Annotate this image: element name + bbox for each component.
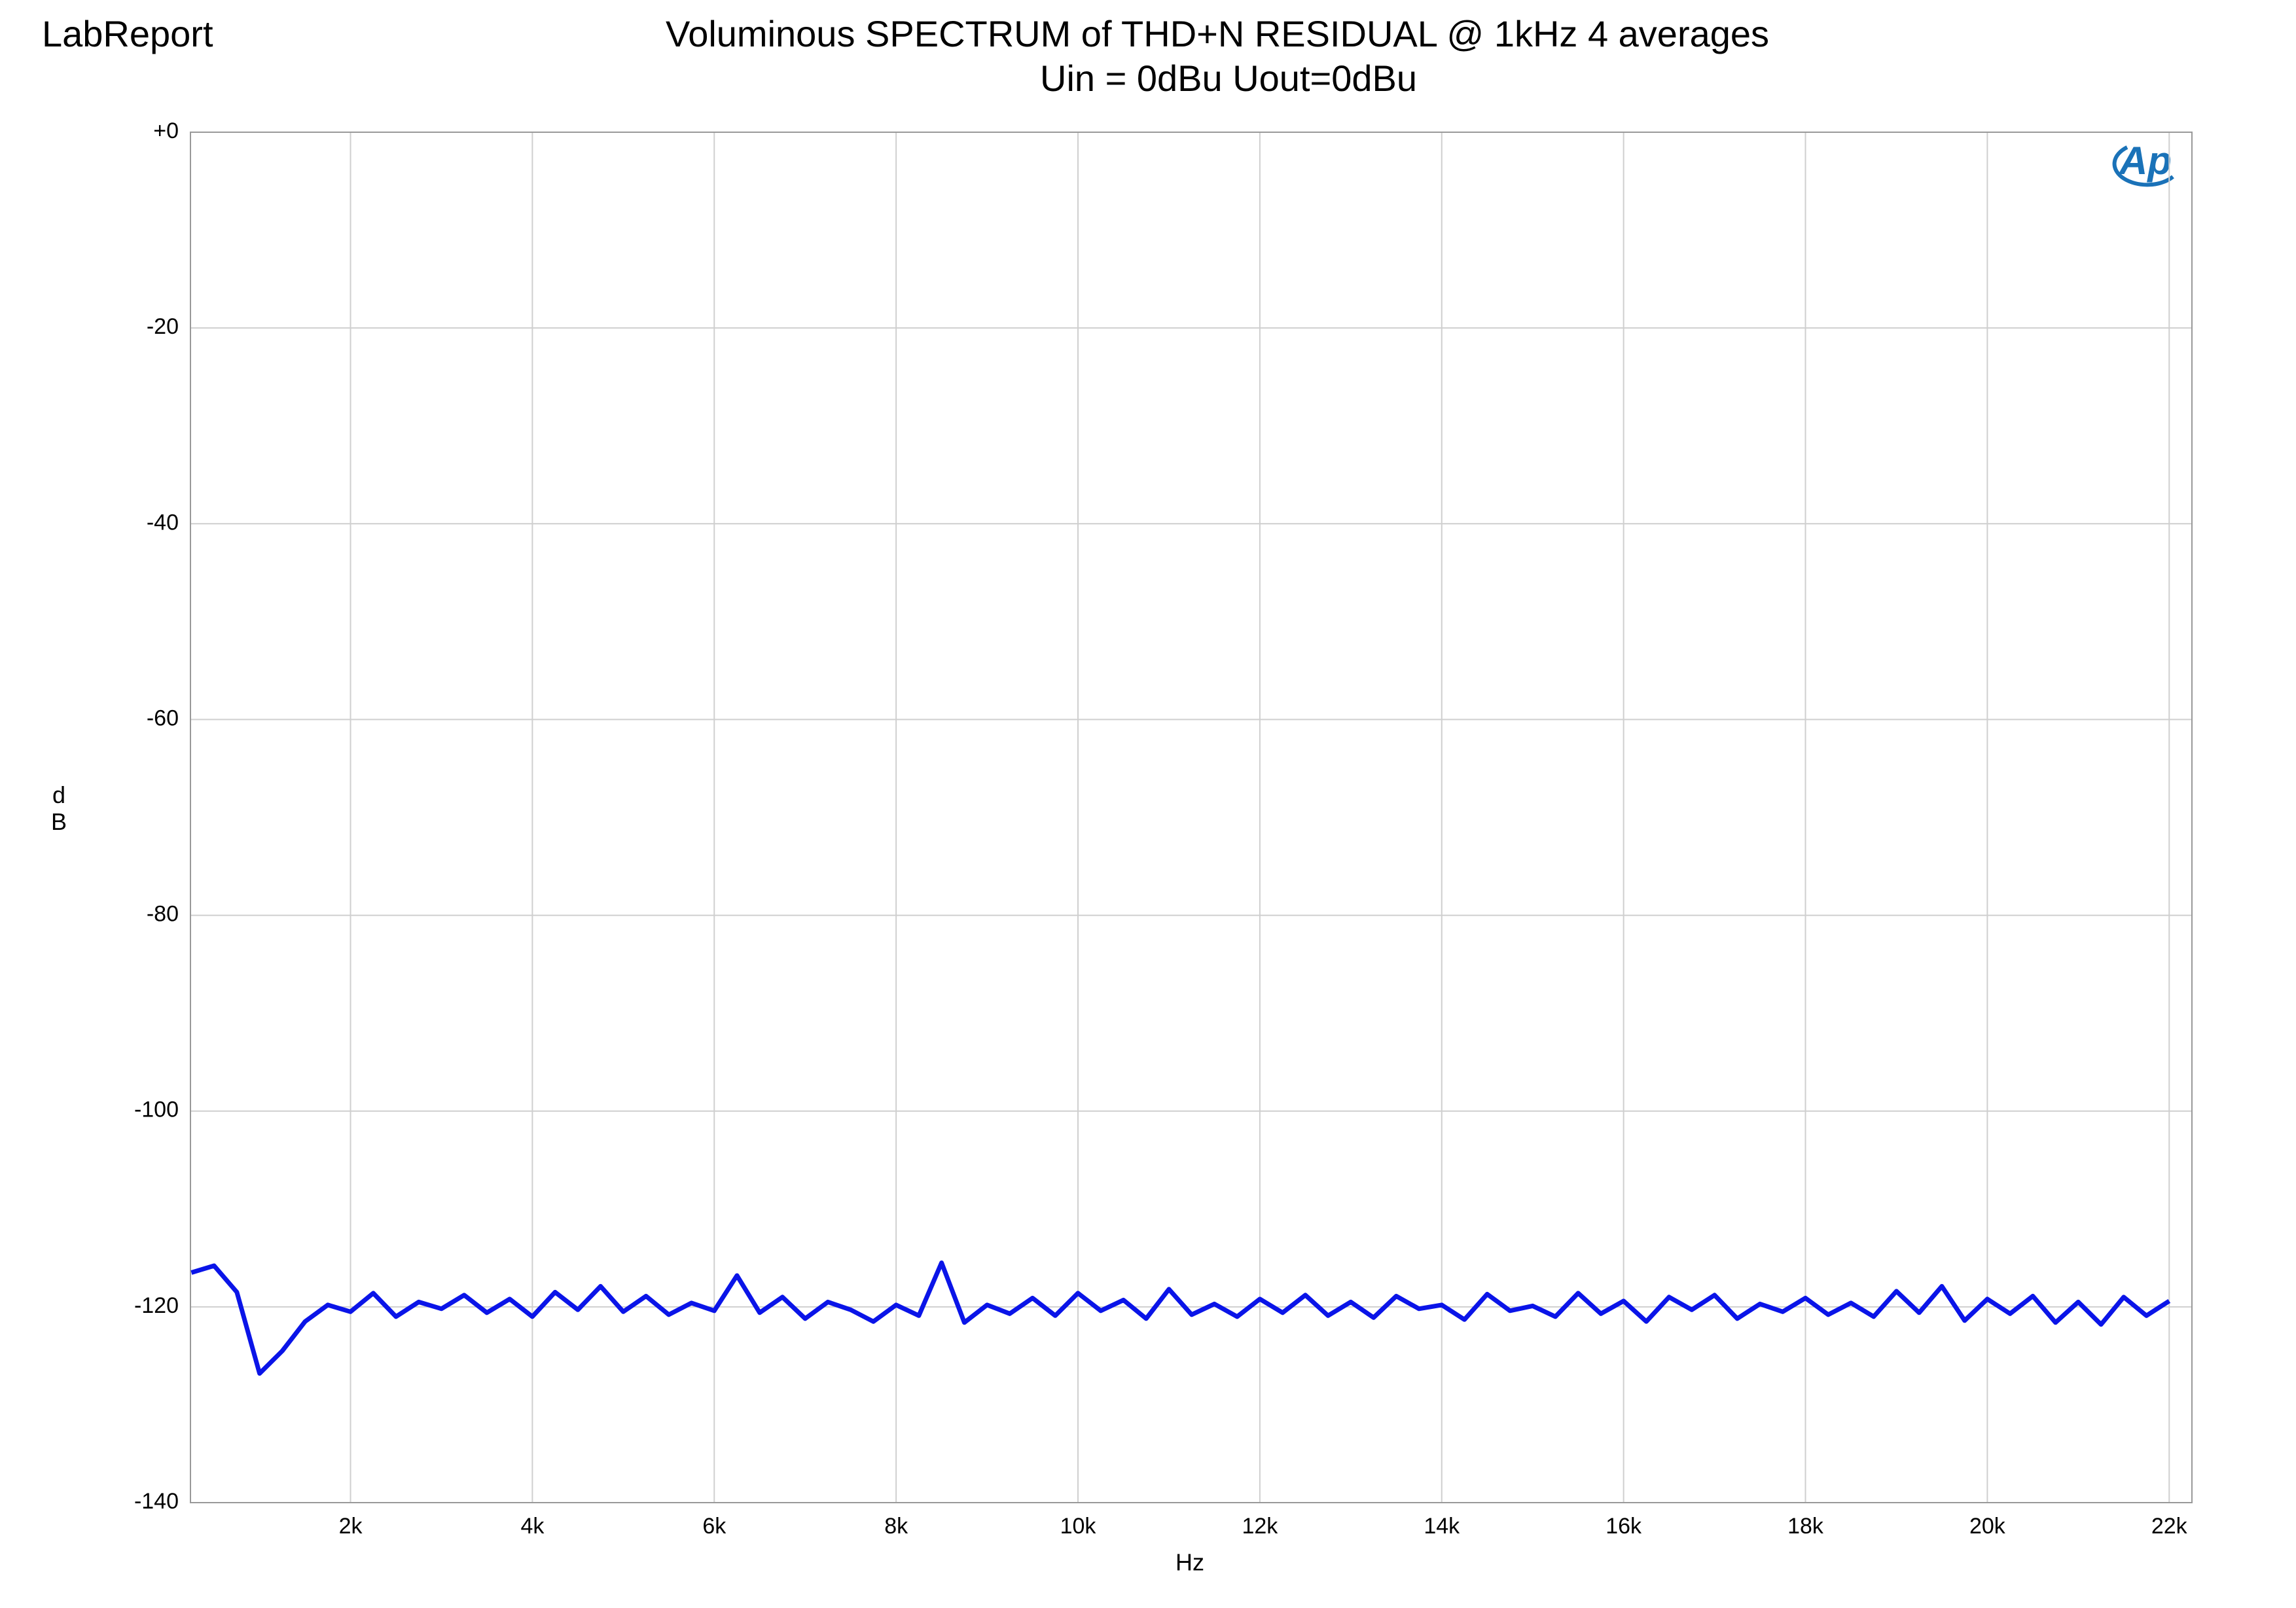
- x-tick-label: 14k: [1424, 1514, 1460, 1539]
- x-tick-label: 10k: [1060, 1514, 1097, 1539]
- logo: Ap: [2112, 139, 2174, 187]
- x-tick-label: 8k: [884, 1514, 908, 1539]
- x-tick-label: 2k: [339, 1514, 363, 1539]
- y-axis-label: dB: [46, 781, 73, 835]
- y-tick-label: -60: [147, 706, 179, 730]
- x-tick-label: 4k: [520, 1514, 545, 1539]
- x-tick-label: 18k: [1787, 1514, 1824, 1539]
- x-tick-label: 16k: [1605, 1514, 1642, 1539]
- logo-arc: [2112, 145, 2174, 187]
- x-tick-label: 20k: [1969, 1514, 2006, 1539]
- y-tick-label: +0: [153, 118, 179, 143]
- y-tick-label: -140: [134, 1489, 179, 1514]
- series-line: [190, 1260, 2171, 1376]
- logo-text: Ap: [2118, 139, 2172, 183]
- chart-title: Voluminous SPECTRUM of THD+N RESIDUAL @ …: [666, 13, 1769, 54]
- x-tick-label: 6k: [702, 1514, 726, 1539]
- chart-subtitle: Uin = 0dBu Uout=0dBu: [1040, 58, 1417, 99]
- y-tick-label: -100: [134, 1098, 179, 1122]
- y-tick-label: -80: [147, 902, 179, 927]
- y-tick-label: -40: [147, 510, 179, 535]
- x-tick-label: 22k: [2151, 1514, 2188, 1539]
- plot-frame: [190, 132, 2193, 1503]
- brand: LabReport: [42, 13, 213, 54]
- y-tick-label: -120: [134, 1293, 179, 1318]
- y-tick-label: -20: [147, 314, 179, 339]
- x-tick-label: 12k: [1242, 1514, 1278, 1539]
- x-axis-label: Hz: [1175, 1549, 1204, 1576]
